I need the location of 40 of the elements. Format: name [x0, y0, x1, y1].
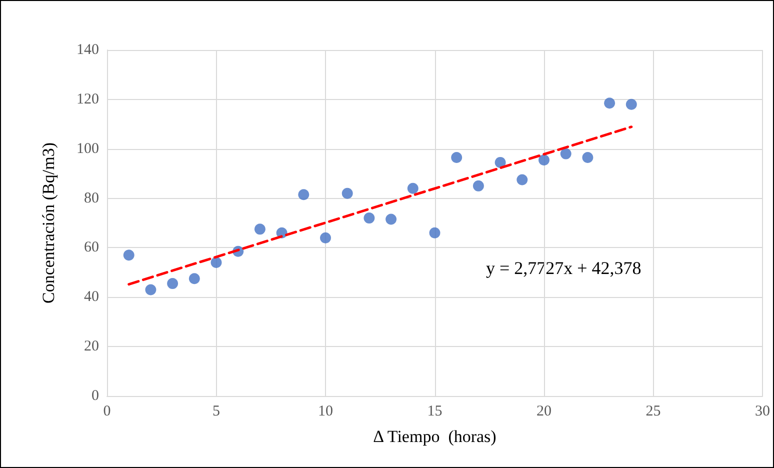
y-tick-label: 20 [84, 338, 99, 355]
point [320, 232, 331, 244]
point [472, 180, 484, 192]
y-tick-label: 40 [84, 289, 99, 306]
y-tick-label: 80 [84, 190, 99, 206]
point [188, 273, 200, 284]
point [516, 174, 528, 186]
point [407, 182, 418, 194]
x-tick-label: 15 [427, 404, 442, 420]
point [494, 156, 506, 168]
point [560, 148, 572, 160]
point [342, 188, 353, 199]
x-axis-title: Δ Tiempo (horas) [373, 427, 496, 446]
y-tick-label: 100 [76, 140, 99, 157]
x-tick-label: 30 [755, 404, 770, 420]
y-tick-label: 140 [76, 42, 99, 58]
annotation: y = 2,7727x + 42,378 [486, 258, 642, 278]
point [298, 189, 310, 200]
x-tick-label: 20 [536, 404, 552, 420]
point [364, 212, 375, 224]
point [210, 257, 222, 268]
point [123, 250, 134, 261]
point [626, 98, 637, 110]
y-tick-label: 0 [92, 388, 99, 404]
y-tick-label: 60 [84, 240, 99, 256]
point [167, 278, 178, 290]
point [386, 214, 397, 225]
x-tick-label: 0 [103, 404, 111, 420]
point [451, 152, 462, 164]
x-tick-label: 10 [318, 404, 333, 420]
point [145, 284, 156, 296]
point [429, 227, 440, 238]
x-tick-label: 25 [646, 404, 661, 420]
y-axis-title: Concentración (Bq/m3) [39, 142, 58, 304]
point [538, 154, 550, 166]
point [604, 98, 616, 109]
x-tick-label: 5 [212, 404, 220, 420]
y-tick-label: 120 [76, 91, 99, 108]
point [254, 224, 266, 235]
point [582, 152, 594, 164]
